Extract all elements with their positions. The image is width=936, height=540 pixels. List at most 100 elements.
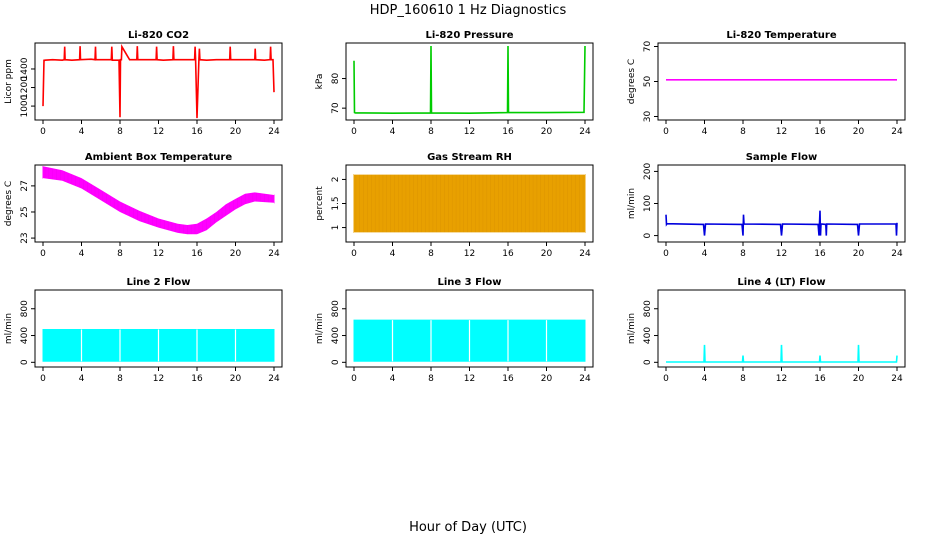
- panel-4-ytick-label: 25: [20, 206, 30, 217]
- panel-9-ytick-label: 0: [643, 359, 653, 365]
- panel-7-ytick-label: 0: [20, 359, 30, 365]
- panel-4-xtick-label: 16: [191, 249, 203, 259]
- panel-5-xtick-label: 8: [428, 249, 434, 259]
- panel-5-series: [353, 166, 586, 241]
- panel-9-xtick-label: 0: [663, 374, 669, 384]
- panel-3-xtick-label: 12: [776, 127, 787, 137]
- panel-5-mask-bottom: [354, 232, 585, 241]
- panel-4-xtick-label: 8: [117, 249, 123, 259]
- panel-3-frame: [657, 42, 906, 121]
- panel-1-xtick-label: 8: [117, 127, 123, 137]
- panel-1: Li-820 CO2 Licor ppm 0 4 8 12 16 20 24 1000120014…: [4, 30, 283, 137]
- panel-2-xtick-label: 4: [390, 127, 396, 137]
- panel-7-xtick-label: 8: [117, 374, 123, 384]
- panel-5-title: Gas Stream RH: [427, 152, 512, 163]
- panel-8-xtick-label: 8: [428, 374, 434, 384]
- panel-9: Line 4 (LT) Flow ml/min 0 4 8 12 16 20 24 0 400 800: [627, 277, 906, 384]
- panel-9-xtick-label: 4: [702, 374, 708, 384]
- panel-4-mask-bottom: [43, 178, 274, 241]
- panel-9-title: Line 4 (LT) Flow: [737, 277, 825, 288]
- panel-6: Sample Flow ml/min 0 4 8 12 16 20 24 0 100 200: [627, 152, 906, 259]
- panel-5-band: [353, 174, 586, 233]
- panel-7-ylabel: ml/min: [4, 313, 14, 344]
- panel-9-series: [666, 344, 898, 363]
- panel-5-xtick-label: 16: [502, 249, 514, 259]
- panel-4-xtick-label: 12: [153, 249, 164, 259]
- panel-8: Line 3 Flow ml/min 0 4 8 12 16 20 24 0 400 800: [315, 277, 594, 384]
- panel-7-title: Line 2 Flow: [127, 277, 191, 288]
- panel-1-ytick-label: 1200: [20, 76, 30, 99]
- panel-5-xtick-label: 4: [390, 249, 396, 259]
- panel-8-ytick-label: 800: [331, 300, 341, 317]
- panel-6-xtick-label: 12: [776, 249, 787, 259]
- panel-3-xtick-label: 20: [853, 127, 865, 137]
- panel-8-ytick-label: 400: [331, 327, 341, 344]
- panel-6-ytick-label: 100: [643, 195, 653, 212]
- panel-1-line: [42, 44, 275, 119]
- panel-8-series: [353, 319, 586, 362]
- panel-8-xtick-label: 12: [464, 374, 475, 384]
- panel-7: Line 2 Flow ml/min 0 4 8 12 16 20 24 0 400 800: [4, 277, 283, 384]
- panel-4-xtick-label: 0: [40, 249, 46, 259]
- panel-3-ytick-label: 50: [643, 76, 653, 88]
- panel-5-ytick-label: 1: [331, 225, 341, 231]
- panel-2-xtick-label: 24: [579, 127, 591, 137]
- panel-3-xtick-label: 0: [663, 127, 669, 137]
- panel-1-xtick-label: 20: [230, 127, 242, 137]
- panel-4-ytick-label: 23: [20, 232, 30, 243]
- panel-9-ylabel: ml/min: [627, 313, 637, 344]
- panel-2-xtick-label: 12: [464, 127, 475, 137]
- panel-1-ylabel: Licor ppm: [4, 59, 14, 104]
- panel-5: Gas Stream RH percent 0 4 8 12 16 20 24 1 1.5 2: [315, 152, 594, 259]
- panel-6-ylabel: ml/min: [627, 188, 637, 219]
- panel-1-xtick-label: 24: [268, 127, 280, 137]
- panel-6-xtick-label: 20: [853, 249, 865, 259]
- panel-4-xtick-label: 20: [230, 249, 242, 259]
- panel-7-xtick-label: 4: [79, 374, 85, 384]
- panel-8-xtick-label: 0: [351, 374, 357, 384]
- panel-5-ytick-label: 2: [331, 177, 341, 183]
- figure-title: HDP_160610 1 Hz Diagnostics: [370, 3, 567, 18]
- panel-1-frame: [34, 42, 283, 121]
- panel-7-series: [42, 329, 275, 362]
- figure-xlabel: Hour of Day (UTC): [409, 520, 527, 535]
- panel-8-title: Line 3 Flow: [438, 277, 502, 288]
- panel-5-xtick-label: 20: [541, 249, 553, 259]
- panel-4-xtick-label: 4: [79, 249, 85, 259]
- panel-2-frame: [345, 42, 594, 121]
- panel-6-title: Sample Flow: [746, 152, 818, 163]
- panel-3-xtick-label: 24: [891, 127, 903, 137]
- panel-6-xtick-label: 4: [702, 249, 708, 259]
- panel-5-xtick-label: 0: [351, 249, 357, 259]
- panel-4-xtick-label: 24: [268, 249, 280, 259]
- panel-2-xtick-label: 0: [351, 127, 357, 137]
- panel-9-ytick-label: 800: [643, 300, 653, 317]
- panel-7-xtick-label: 12: [153, 374, 164, 384]
- panel-3-ylabel: degrees C: [627, 59, 637, 104]
- panel-6-xtick-label: 16: [814, 249, 826, 259]
- panel-7-xtick-label: 24: [268, 374, 280, 384]
- panel-6-ytick-label: 200: [643, 163, 653, 180]
- panel-1-xtick-label: 12: [153, 127, 164, 137]
- panel-3-xtick-label: 8: [740, 127, 746, 137]
- panel-6-ytick-label: 0: [643, 232, 653, 238]
- panel-9-xtick-label: 16: [814, 374, 826, 384]
- panel-9-ytick-label: 400: [643, 327, 653, 344]
- panel-2-ytick-label: 80: [331, 73, 341, 85]
- panel-2-line: [353, 45, 586, 115]
- panel-9-xtick-label: 20: [853, 374, 865, 384]
- panel-5-xtick-label: 12: [464, 249, 475, 259]
- panel-5-ylabel: percent: [315, 186, 325, 221]
- panel-1-xtick-label: 0: [40, 127, 46, 137]
- panel-3-ytick-label: 70: [643, 41, 653, 53]
- panel-7-ytick-label: 400: [20, 327, 30, 344]
- panel-7-xtick-label: 16: [191, 374, 203, 384]
- panel-3-xtick-label: 4: [702, 127, 708, 137]
- panel-1-xtick-label: 4: [79, 127, 85, 137]
- panel-7-xtick-label: 20: [230, 374, 242, 384]
- panel-4-mask-top: [43, 166, 274, 225]
- panel-8-xtick-label: 24: [579, 374, 591, 384]
- panel-2-title: Li-820 Pressure: [425, 30, 513, 41]
